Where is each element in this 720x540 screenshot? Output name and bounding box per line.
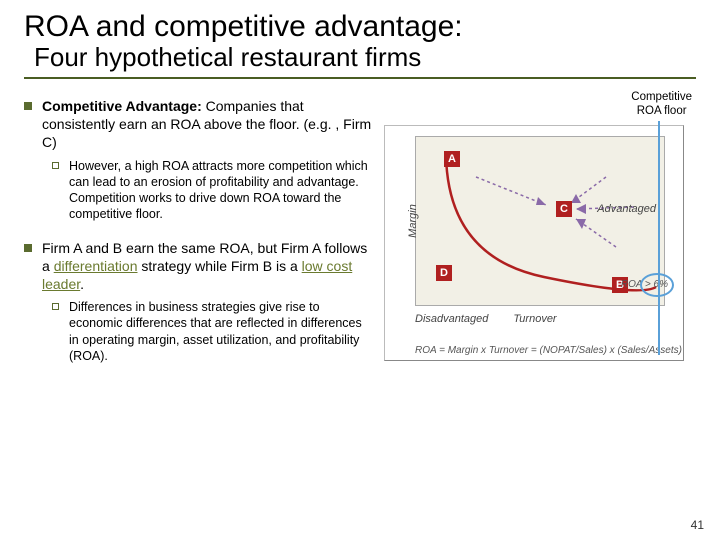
bullet-1-sub: However, a high ROA attracts more compet…	[52, 158, 374, 223]
bullet-square-icon	[24, 244, 32, 252]
firm-d: D	[436, 265, 452, 281]
roa-floor-l1: Competitive	[631, 91, 692, 103]
title-main: ROA and competitive advantage:	[24, 10, 696, 44]
y-axis-label: Margin	[407, 204, 419, 238]
bullet-square-sm-icon	[52, 162, 59, 169]
bullet-2-diff: differentiation	[54, 258, 138, 274]
quadrant-disadvantaged: Disadvantaged	[415, 313, 488, 325]
title-sub: Four hypothetical restaurant firms	[34, 42, 696, 73]
roa-curve	[446, 155, 656, 290]
chart-column: Competitive ROA floor	[384, 91, 696, 380]
quadrant-advantaged: Advantaged	[597, 203, 656, 215]
text-column: Competitive Advantage: Companies that co…	[24, 91, 374, 380]
roa-circle-highlight	[640, 273, 674, 297]
bullet-1-lead: Competitive Advantage:	[42, 98, 202, 114]
firm-a: A	[444, 151, 460, 167]
bullet-1: Competitive Advantage: Companies that co…	[24, 97, 374, 152]
bullet-2-sub: Differences in business strategies give …	[52, 299, 374, 364]
bullet-2: Firm A and B earn the same ROA, but Firm…	[24, 239, 374, 294]
bullet-2-sub-text: Differences in business strategies give …	[69, 299, 374, 364]
bullet-square-icon	[24, 102, 32, 110]
bullet-1-sub-text: However, a high ROA attracts more compet…	[69, 158, 374, 223]
roa-formula: ROA = Margin x Turnover = (NOPAT/Sales) …	[415, 345, 682, 356]
roa-floor-label: Competitive ROA floor	[631, 91, 692, 119]
title-block: ROA and competitive advantage: Four hypo…	[24, 10, 696, 79]
x-axis-label: Turnover	[513, 313, 556, 325]
slide-number: 41	[691, 518, 704, 532]
bullet-2-p2: strategy while Firm B is a	[138, 258, 302, 274]
chart-container: A C D B Advantaged ROA > 6% Margin Disad…	[384, 125, 684, 361]
chart-plot-area: A C D B Advantaged ROA > 6% Margin	[415, 136, 665, 306]
roa-floor-indicator-line	[658, 121, 660, 355]
roa-floor-l2: ROA floor	[637, 105, 687, 117]
bullet-2-p3: .	[80, 276, 84, 292]
bullet-square-sm-icon	[52, 303, 59, 310]
firm-c: C	[556, 201, 572, 217]
